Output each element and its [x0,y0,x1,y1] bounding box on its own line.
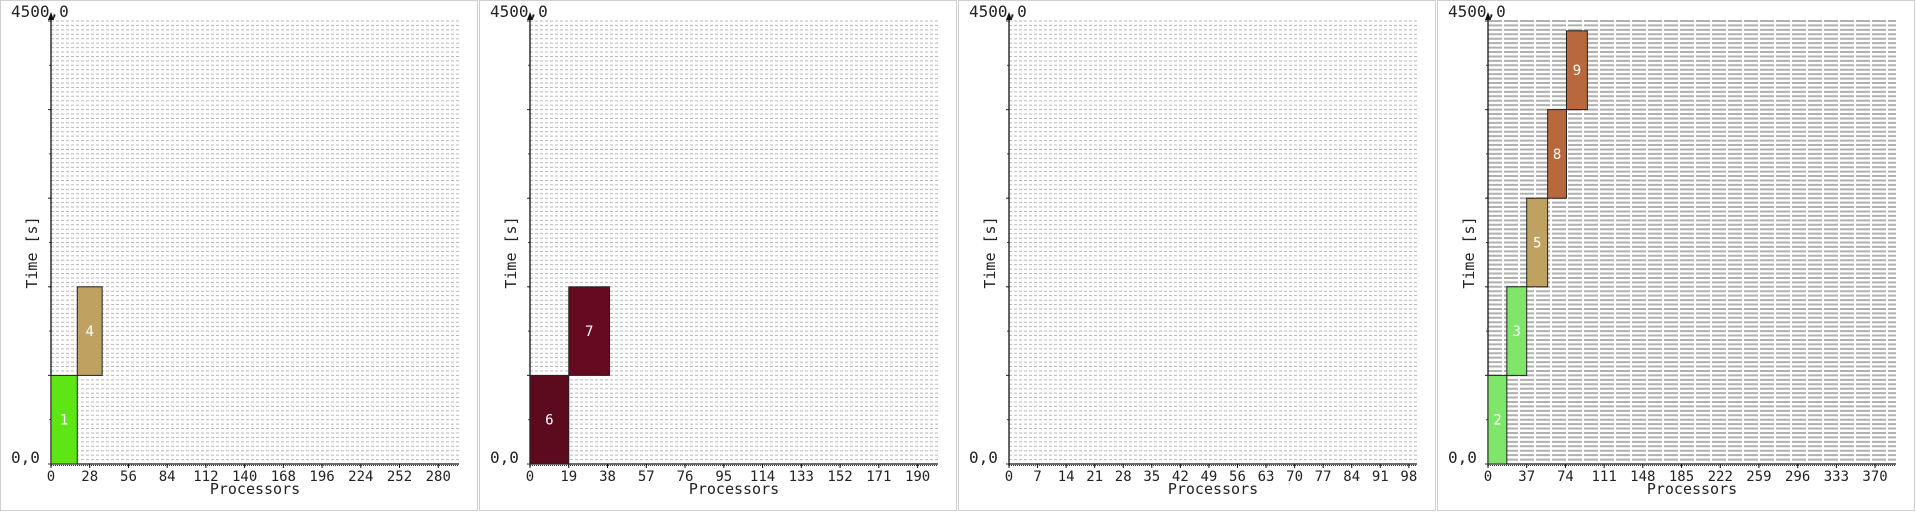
x-tick-label: 222 [1708,469,1733,485]
job-block-label: 6 [545,413,553,429]
x-tick-label: 70 [1286,469,1303,485]
x-tick-label: 259 [1746,469,1771,485]
y-axis-title: Time [s] [981,216,999,288]
x-tick-label: 0 [1005,469,1013,485]
x-tick-label: 37 [1518,469,1535,485]
y-max-label: 4500,0 [1448,2,1506,21]
job-block-label: 3 [1513,324,1521,340]
x-tick-label: 84 [159,469,176,485]
y-max-label: 4500,0 [11,2,69,21]
x-tick-label: 98 [1400,469,1417,485]
y-axis-arrow [1006,12,1012,20]
job-block-label: 7 [585,324,593,340]
chart-panel-4: 0 37 74 111 148 185 222 259 296 333 370 2 3 5 8 9 4500,0… [1437,0,1915,511]
x-tick-label: 185 [1669,469,1694,485]
x-tick-label: 140 [232,469,257,485]
grid-lines [1488,20,1896,461]
y-axis-title: Time [s] [1460,216,1478,288]
y-min-label: 0,0 [1448,448,1477,467]
chart-panel-1: 0 28 56 84 112 140 168 196 224 252 280 1 4 4500,0 0,0 P… [0,0,478,511]
x-tick-label: 14 [1058,469,1075,485]
y-min-label: 0,0 [969,448,998,467]
x-tick-label: 111 [1591,469,1616,485]
x-tick-label: 42 [1172,469,1189,485]
x-tick-label: 148 [1630,469,1655,485]
job-block [1565,30,1588,111]
job-block-label: 1 [60,413,68,429]
x-tick-label: 280 [426,469,451,485]
chart-svg-1: 0 28 56 84 112 140 168 196 224 252 280 1 4 4500,0 0,0 P… [11,2,459,498]
x-tick-label: 333 [1824,469,1849,485]
y-min-label: 0,0 [11,448,40,467]
x-tick-label: 370 [1862,469,1887,485]
x-tick-label: 21 [1086,469,1103,485]
x-tick-label: 296 [1785,469,1810,485]
job-block-label: 8 [1553,147,1561,163]
y-axis-arrow [1485,12,1491,20]
y-max-label: 4500,0 [490,2,548,21]
x-axis-title: Processors [689,480,779,498]
x-tick-label: 171 [866,469,891,485]
job-block-label: 5 [1533,236,1541,252]
job-block [1487,374,1508,465]
x-tick-label: 112 [193,469,218,485]
chart-svg-3: 0 7 14 21 28 35 42 49 56 63 70 77 84 91 98 4500,0 0,0 Pro… [969,2,1417,498]
x-tick-label: 168 [271,469,296,485]
job-block [529,374,570,465]
x-tick-label: 190 [905,469,930,485]
y-min-label: 0,0 [490,448,519,467]
chart-svg-2: 0 19 38 57 76 95 114 133 152 171 190 6 7 4500,0 0,0 Pro… [490,2,938,498]
x-tick-label: 35 [1143,469,1160,485]
x-tick-label: 196 [309,469,334,485]
job-block [50,374,78,465]
job-block-label: 2 [1493,413,1501,429]
x-tick-label: 224 [348,469,373,485]
x-tick-label: 63 [1258,469,1275,485]
x-axis-title: Processors [1647,480,1737,498]
job-block [1526,197,1549,288]
x-tick-label: 49 [1200,469,1217,485]
x-tick-label: 91 [1372,469,1389,485]
chart-svg-4: 0 37 74 111 148 185 222 259 296 333 370 2 3 5 8 9 4500,0… [1448,2,1896,498]
y-max-label: 4500,0 [969,2,1027,21]
y-axis-title: Time [s] [23,216,41,288]
x-axis-title: Processors [1168,480,1258,498]
x-axis-title: Processors [210,480,300,498]
x-tick-label: 133 [789,469,814,485]
x-tick-label: 56 [120,469,137,485]
x-tick-label: 152 [827,469,852,485]
y-axis-title: Time [s] [502,216,520,288]
x-tick-label: 74 [1557,469,1574,485]
y-axis-arrow [48,12,54,20]
x-tick-label: 0 [47,469,55,485]
y-axis-arrow [527,12,533,20]
chart-panel-3: 0 7 14 21 28 35 42 49 56 63 70 77 84 91 98 4500,0 0,0 Pro… [958,0,1436,511]
x-tick-label: 57 [638,469,655,485]
job-block-label: 9 [1573,63,1581,79]
job-block [1547,109,1567,199]
x-tick-label: 77 [1315,469,1332,485]
x-tick-label: 0 [526,469,534,485]
job-block-label: 4 [86,324,94,340]
x-tick-label: 114 [750,469,775,485]
x-tick-label: 84 [1343,469,1360,485]
grid-lines [1009,20,1417,461]
grid-lines [51,20,459,461]
x-tick-label: 19 [560,469,577,485]
x-tick-label: 0 [1484,469,1492,485]
x-tick-label: 95 [715,469,732,485]
x-tick-label: 28 [1115,469,1132,485]
x-tick-label: 56 [1229,469,1246,485]
x-tick-label: 252 [387,469,412,485]
x-tick-label: 28 [81,469,98,485]
x-tick-label: 38 [599,469,616,485]
job-block [76,286,103,376]
x-tick-label: 7 [1033,469,1041,485]
job-block [1506,286,1528,376]
chart-panel-2: 0 19 38 57 76 95 114 133 152 171 190 6 7 4500,0 0,0 Pro… [479,0,957,511]
x-tick-label: 76 [677,469,694,485]
job-block [568,286,611,376]
grid-lines [530,20,938,461]
